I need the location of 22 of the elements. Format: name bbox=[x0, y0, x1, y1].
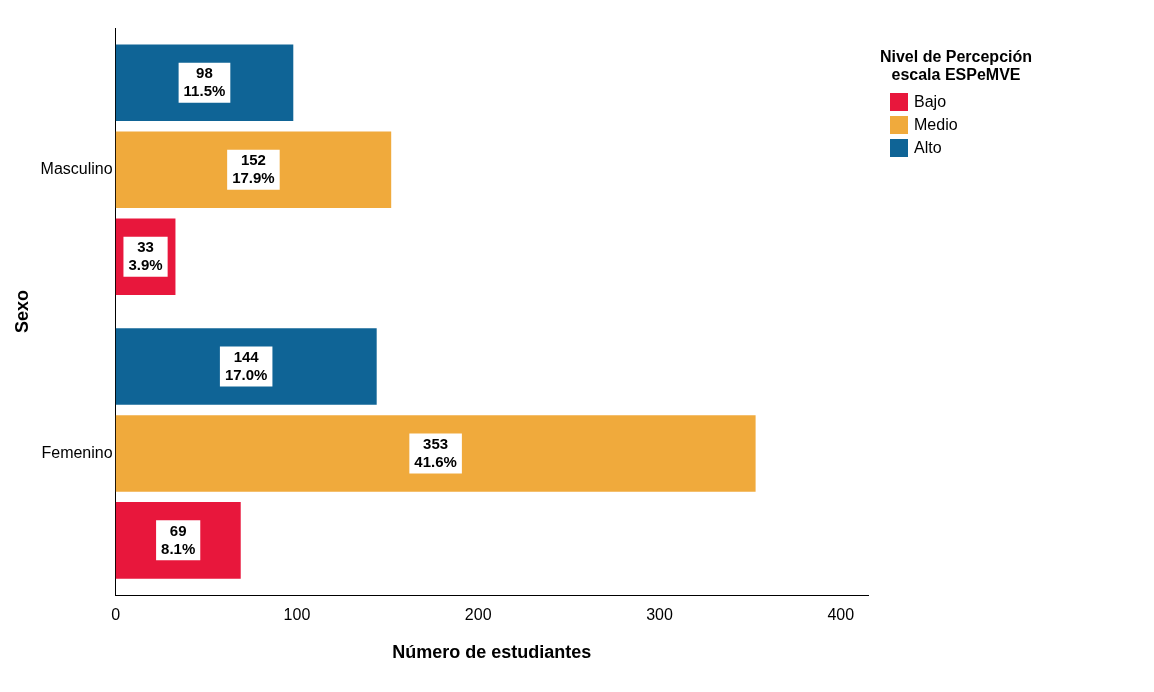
x-tick-label: 300 bbox=[646, 606, 673, 624]
data-label: 33 3.9% bbox=[128, 237, 163, 273]
data-label: 353 41.6% bbox=[414, 434, 457, 470]
y-tick-label: Femenino bbox=[41, 443, 113, 461]
legend-label: Medio bbox=[914, 115, 958, 134]
data-label: 144 17.0% bbox=[224, 347, 268, 383]
data-label: 152 17.9% bbox=[232, 150, 275, 186]
x-tick-label: 400 bbox=[827, 606, 855, 624]
legend-label: Bajo bbox=[914, 92, 947, 111]
data-label: 98 11.5% bbox=[183, 63, 226, 99]
bar bbox=[115, 328, 377, 405]
x-tick-label: 100 bbox=[283, 606, 311, 624]
y-tick-label: Masculino bbox=[40, 160, 113, 178]
bar bbox=[115, 131, 392, 209]
legend-label: Alto bbox=[914, 138, 942, 157]
x-tick-label: 0 bbox=[111, 606, 121, 624]
legend-title: Nivel de Percepción escala ESPeMVE bbox=[878, 48, 1034, 84]
x-axis-title: Número de estudiantes bbox=[392, 642, 592, 663]
data-label: 69 8.1% bbox=[161, 521, 196, 557]
x-tick-label: 200 bbox=[464, 606, 492, 624]
y-axis-title: Sexo bbox=[11, 290, 32, 334]
bar bbox=[115, 415, 756, 492]
